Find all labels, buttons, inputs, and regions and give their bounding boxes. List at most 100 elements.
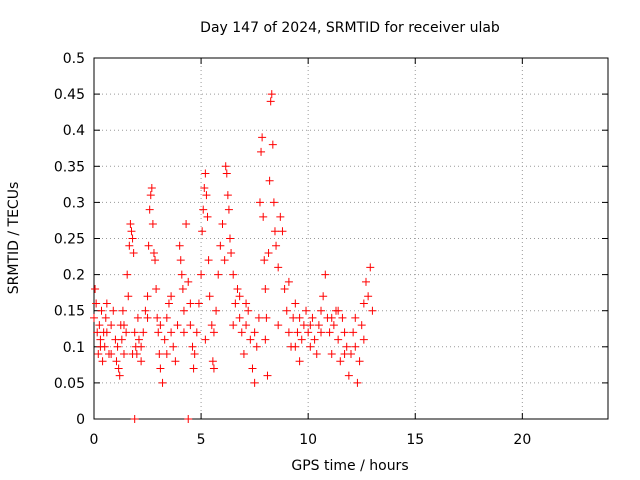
- data-point: [221, 162, 230, 171]
- data-point: [119, 350, 128, 359]
- data-point: [284, 328, 293, 337]
- data-point: [231, 299, 240, 308]
- data-point: [327, 313, 336, 322]
- data-point: [96, 335, 105, 344]
- data-point: [280, 285, 289, 294]
- data-point: [139, 328, 148, 337]
- grid-lines: [94, 58, 608, 419]
- data-point: [319, 292, 328, 301]
- data-point: [184, 277, 193, 286]
- data-point: [306, 342, 315, 351]
- data-point: [269, 198, 278, 207]
- y-tick-label: 0.35: [54, 159, 85, 175]
- data-point: [102, 328, 111, 337]
- data-point: [357, 321, 366, 330]
- data-point: [276, 212, 285, 221]
- data-point: [122, 328, 131, 337]
- x-tick-label: 15: [406, 432, 424, 448]
- data-point: [218, 220, 227, 229]
- axis-ticks: 0 0.05 0.1 0.15 0.2 0.25 0.3 0.35 0.4 0.45 0.5 0 5 10…: [54, 51, 608, 448]
- data-point: [222, 169, 231, 178]
- data-point: [208, 357, 217, 366]
- data-point: [306, 321, 315, 330]
- data-point: [302, 306, 311, 315]
- data-point: [250, 378, 259, 387]
- data-point: [92, 299, 101, 308]
- data-point: [151, 256, 160, 265]
- y-tick-label: 0.15: [54, 304, 85, 320]
- data-point: [250, 328, 259, 337]
- data-point: [278, 227, 287, 236]
- data-point: [308, 313, 317, 322]
- data-point: [156, 364, 165, 373]
- data-point: [160, 335, 169, 344]
- data-point: [128, 234, 137, 243]
- data-point: [199, 205, 208, 214]
- data-point: [274, 263, 283, 272]
- data-point: [184, 415, 193, 423]
- data-point: [134, 335, 143, 344]
- data-point: [220, 256, 229, 265]
- y-tick-label: 0.2: [63, 268, 85, 284]
- data-point: [233, 285, 242, 294]
- data-point: [115, 371, 124, 380]
- data-point: [194, 299, 203, 308]
- data-point: [229, 321, 238, 330]
- data-point: [149, 248, 158, 257]
- data-point: [179, 328, 188, 337]
- data-point: [192, 328, 201, 337]
- y-tick-label: 0.25: [54, 232, 85, 248]
- data-point: [178, 285, 187, 294]
- data-point: [334, 335, 343, 344]
- data-point: [162, 350, 171, 359]
- data-point: [359, 299, 368, 308]
- data-point: [133, 313, 142, 322]
- data-point: [268, 140, 277, 149]
- data-point: [202, 191, 211, 200]
- data-point: [291, 299, 300, 308]
- data-point: [336, 357, 345, 366]
- data-point: [129, 248, 138, 257]
- data-point: [169, 342, 178, 351]
- data-point: [325, 328, 334, 337]
- data-point: [368, 306, 377, 315]
- data-point: [338, 313, 347, 322]
- data-point: [107, 321, 116, 330]
- data-point: [204, 256, 213, 265]
- data-point: [355, 357, 364, 366]
- data-point: [158, 378, 167, 387]
- data-point: [321, 270, 330, 279]
- data-point: [175, 241, 184, 250]
- data-point: [265, 176, 274, 185]
- data-point: [235, 313, 244, 322]
- data-point: [295, 313, 304, 322]
- data-point: [257, 147, 266, 156]
- data-point: [225, 234, 234, 243]
- data-point: [209, 328, 218, 337]
- data-point: [229, 270, 238, 279]
- data-point: [317, 306, 326, 315]
- data-point: [96, 342, 105, 351]
- data-point: [200, 183, 209, 192]
- data-point: [209, 364, 218, 373]
- data-point: [284, 277, 293, 286]
- data-point: [349, 328, 358, 337]
- data-point: [274, 321, 283, 330]
- data-point: [270, 227, 279, 236]
- y-tick-label: 0: [76, 412, 85, 428]
- data-point: [182, 220, 191, 229]
- data-point: [188, 342, 197, 351]
- data-point: [198, 227, 207, 236]
- data-point: [91, 285, 100, 294]
- data-point: [248, 364, 257, 373]
- data-point: [123, 270, 132, 279]
- data-point: [244, 306, 253, 315]
- data-point: [154, 328, 163, 337]
- data-point: [186, 321, 195, 330]
- data-point: [137, 357, 146, 366]
- data-point: [162, 313, 171, 322]
- data-point: [267, 90, 276, 99]
- data-point: [334, 306, 343, 315]
- data-point: [282, 306, 291, 315]
